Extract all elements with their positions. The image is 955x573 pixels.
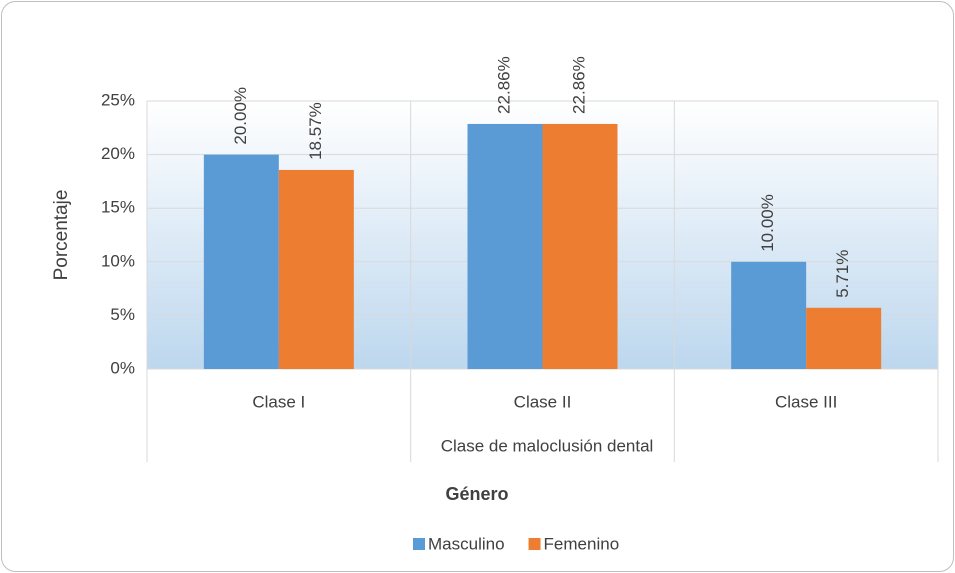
data-label: 5.71% (833, 250, 852, 298)
data-label: 20.00% (231, 87, 250, 145)
legend-label: Masculino (428, 534, 505, 553)
data-label: 18.57% (306, 102, 325, 160)
legend-swatch (528, 538, 541, 550)
x-axis-title: Clase de maloclusión dental (441, 436, 654, 455)
y-tick-label: 15% (101, 198, 135, 217)
bar (467, 123, 543, 370)
y-tick-label: 5% (110, 305, 135, 324)
bar (278, 169, 354, 369)
y-axis-title: Porcentaje (51, 190, 72, 281)
legend-title: Género (445, 484, 508, 504)
data-label: 22.86% (569, 56, 588, 114)
data-label: 10.00% (758, 194, 777, 252)
x-tick-label: Clase II (514, 392, 572, 411)
y-tick-label: 25% (101, 90, 135, 109)
bar (731, 261, 807, 369)
y-tick-label: 10% (101, 251, 135, 270)
data-label: 22.86% (494, 56, 513, 114)
bar (806, 307, 882, 369)
legend-swatch (413, 538, 425, 550)
bar (203, 154, 279, 369)
x-tick-label: Clase III (775, 392, 837, 411)
bar (542, 123, 618, 370)
legend-label: Femenino (544, 534, 620, 553)
y-tick-label: 20% (101, 144, 135, 163)
y-tick-label: 0% (110, 358, 135, 377)
x-tick-label: Clase I (252, 392, 305, 411)
